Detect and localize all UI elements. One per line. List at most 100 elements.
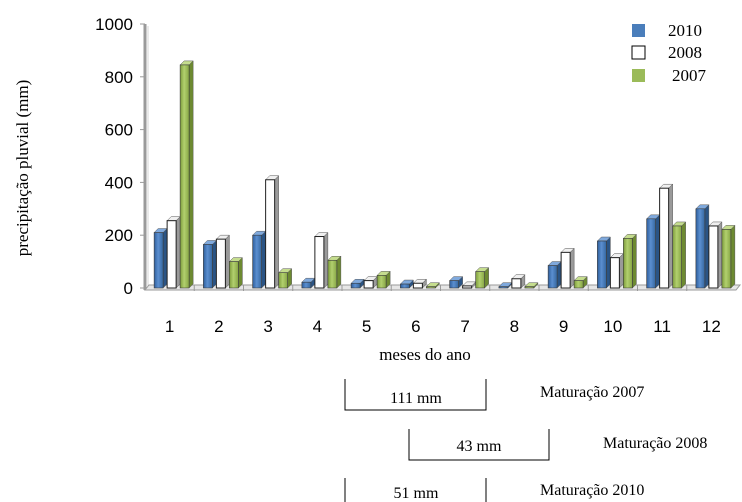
annotation-bracket bbox=[344, 379, 487, 411]
y-tick-label: 400 bbox=[105, 173, 133, 192]
x-tick-label: 7 bbox=[460, 317, 469, 336]
bar-2010-month-9 bbox=[547, 260, 562, 289]
bar-front bbox=[376, 275, 387, 289]
bar-front bbox=[721, 229, 732, 289]
bar-2007-month-5 bbox=[376, 270, 391, 289]
bar-side bbox=[619, 253, 624, 289]
y-tick-label: 1000 bbox=[95, 15, 133, 34]
bar-front bbox=[153, 232, 164, 289]
bar-side bbox=[556, 260, 562, 289]
bar-front bbox=[229, 261, 239, 289]
bar-front bbox=[215, 238, 226, 289]
bar-2008-month-10 bbox=[609, 253, 624, 289]
bar-front bbox=[400, 283, 410, 289]
bar-front bbox=[462, 285, 473, 289]
bar-2007-month-10 bbox=[622, 233, 637, 289]
legend-swatch bbox=[632, 69, 645, 82]
bar-side bbox=[606, 236, 611, 289]
bar-side bbox=[717, 221, 723, 289]
bar-front bbox=[449, 280, 459, 289]
bar-front bbox=[475, 271, 485, 289]
bar-side bbox=[655, 214, 660, 289]
bar-front bbox=[363, 280, 374, 289]
bar-side bbox=[212, 239, 217, 289]
bar-front bbox=[252, 234, 262, 289]
bar-2008-month-1 bbox=[166, 216, 181, 289]
bar-front bbox=[301, 281, 312, 289]
bar-front bbox=[278, 272, 288, 289]
bar-side bbox=[632, 233, 637, 289]
bar-front bbox=[350, 282, 361, 289]
bar-front bbox=[646, 218, 656, 289]
bar-2008-month-12 bbox=[708, 221, 723, 289]
bar-2007-month-1 bbox=[179, 60, 194, 289]
bar-2010-month-4 bbox=[301, 277, 316, 289]
annotation-bracket bbox=[408, 429, 550, 461]
bar-2008-month-8 bbox=[511, 274, 526, 289]
bar-2007-month-9 bbox=[573, 276, 588, 289]
bar-side bbox=[162, 227, 168, 289]
bar-2007-month-6 bbox=[425, 282, 440, 289]
bar-front bbox=[265, 179, 276, 289]
annotation-maturacao-1: 111 mm Maturação 2007 bbox=[344, 379, 644, 411]
bar-front bbox=[547, 265, 558, 289]
annotation-value: 43 mm bbox=[457, 438, 502, 455]
y-tick-label: 600 bbox=[105, 121, 133, 140]
y-tick-label: 800 bbox=[105, 68, 133, 87]
bar-front bbox=[597, 240, 607, 289]
bar-front bbox=[560, 251, 571, 289]
bar-side bbox=[188, 60, 194, 289]
annotation-bracket bbox=[344, 478, 487, 502]
bar-side bbox=[238, 256, 243, 289]
bar-side bbox=[569, 247, 575, 289]
annotation-caption: Maturação 2010 bbox=[540, 482, 644, 499]
bar-front bbox=[498, 286, 509, 289]
legend-entry-2007: 2007 bbox=[632, 66, 707, 85]
bar-front bbox=[314, 236, 325, 289]
bar-front bbox=[623, 238, 633, 289]
bar-2008-month-9 bbox=[560, 247, 575, 289]
x-tick-label: 10 bbox=[603, 317, 622, 336]
bar-side bbox=[681, 221, 686, 289]
x-tick-label: 5 bbox=[362, 317, 371, 336]
bar-2008-month-4 bbox=[314, 231, 329, 289]
bar-side bbox=[274, 175, 279, 289]
bar-2007-month-7 bbox=[475, 267, 490, 289]
legend-swatch bbox=[632, 24, 645, 37]
bar-2010-month-5 bbox=[350, 278, 365, 289]
annotations: 111 mm Maturação 2007 43 mm Maturação 2008 5… bbox=[344, 379, 707, 502]
bar-2010-month-12 bbox=[695, 204, 710, 289]
bar-front bbox=[659, 187, 670, 289]
bar-front bbox=[708, 225, 719, 289]
bar-side bbox=[336, 255, 342, 289]
x-tick-label: 1 bbox=[165, 317, 174, 336]
bar-front bbox=[179, 64, 190, 289]
y-tick-label: 0 bbox=[124, 279, 133, 298]
legend-swatch bbox=[631, 45, 646, 60]
bar-front bbox=[609, 257, 620, 289]
annotation-value: 111 mm bbox=[390, 390, 442, 407]
x-tick-label: 4 bbox=[313, 317, 322, 336]
bar-2010-month-3 bbox=[252, 230, 267, 289]
bar-front bbox=[511, 278, 522, 289]
axes bbox=[140, 23, 742, 291]
bar-side bbox=[730, 224, 736, 289]
x-tick-label: 12 bbox=[702, 317, 721, 336]
bar-2007-month-11 bbox=[672, 221, 687, 289]
legend-label: 2008 bbox=[668, 43, 702, 62]
legend-entry-2010: 2010 bbox=[632, 21, 702, 40]
bar-2010-month-7 bbox=[449, 276, 464, 289]
y-axis-title: precipitação pluvial (mm) bbox=[13, 80, 32, 257]
bar-2007-month-12 bbox=[721, 224, 736, 289]
bar-front bbox=[426, 286, 436, 289]
bar-side bbox=[261, 230, 266, 289]
x-tick-label: 3 bbox=[263, 317, 272, 336]
bar-2008-month-11 bbox=[659, 183, 674, 289]
annotation-value: 51 mm bbox=[394, 485, 439, 502]
bar-2008-month-2 bbox=[215, 234, 230, 289]
bar-2008-month-6 bbox=[412, 278, 427, 289]
bar-2008-month-3 bbox=[265, 175, 280, 289]
x-tick-label: 8 bbox=[510, 317, 519, 336]
x-tick-label: 6 bbox=[411, 317, 420, 336]
bar-2010-month-11 bbox=[646, 214, 661, 289]
